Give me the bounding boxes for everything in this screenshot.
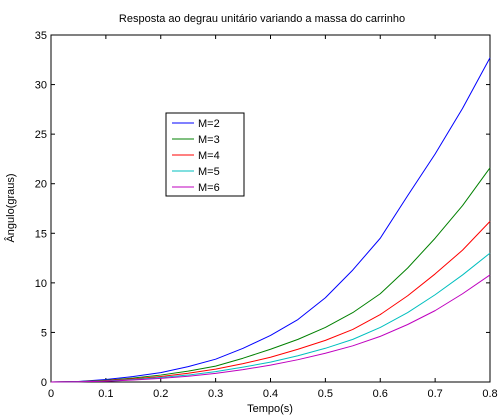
x-tick-label: 0 xyxy=(48,388,54,400)
legend-label: M=3 xyxy=(198,134,220,146)
legend-label: M=2 xyxy=(198,118,220,130)
x-tick-label: 0.7 xyxy=(427,388,442,400)
series-line-m-2 xyxy=(50,57,491,383)
x-tick-label: 0.4 xyxy=(263,388,278,400)
y-tick-label: 5 xyxy=(41,327,47,339)
x-tick-label: 0.2 xyxy=(153,388,168,400)
y-tick-label: 0 xyxy=(41,377,47,389)
y-tick-label: 35 xyxy=(35,30,47,42)
x-tick-label: 0.3 xyxy=(208,388,223,400)
series-line-m-4 xyxy=(50,221,491,383)
legend-label: M=5 xyxy=(198,166,220,178)
x-tick-label: 0.6 xyxy=(373,388,388,400)
y-tick-label: 15 xyxy=(35,228,47,240)
chart-title: Resposta ao degrau unitário variando a m… xyxy=(119,13,405,25)
y-tick-label: 25 xyxy=(35,129,47,141)
series-lines xyxy=(50,57,491,383)
y-tick-label: 10 xyxy=(35,278,47,290)
legend-label: M=4 xyxy=(198,150,220,162)
x-tick-label: 0.1 xyxy=(98,388,113,400)
x-axis-label: Tempo(s) xyxy=(247,403,293,415)
y-axis: 0 5 10 15 20 25 30 35 xyxy=(35,30,490,389)
x-axis: 0 0.1 0.2 0.3 0.4 0.5 0.6 0.7 0.8 xyxy=(48,35,498,400)
x-tick-label: 0.8 xyxy=(482,388,497,400)
plot-area xyxy=(50,34,491,383)
y-tick-label: 30 xyxy=(35,80,47,92)
series-line-m-3 xyxy=(50,167,491,383)
x-tick-label: 0.5 xyxy=(318,388,333,400)
series-line-m-6 xyxy=(50,274,491,383)
legend: M=2 M=3 M=4 M=5 M=6 xyxy=(165,112,245,197)
y-tick-label: 20 xyxy=(35,179,47,191)
legend-label: M=6 xyxy=(198,182,220,194)
y-axis-label: Ângulo(graus) xyxy=(4,173,17,242)
